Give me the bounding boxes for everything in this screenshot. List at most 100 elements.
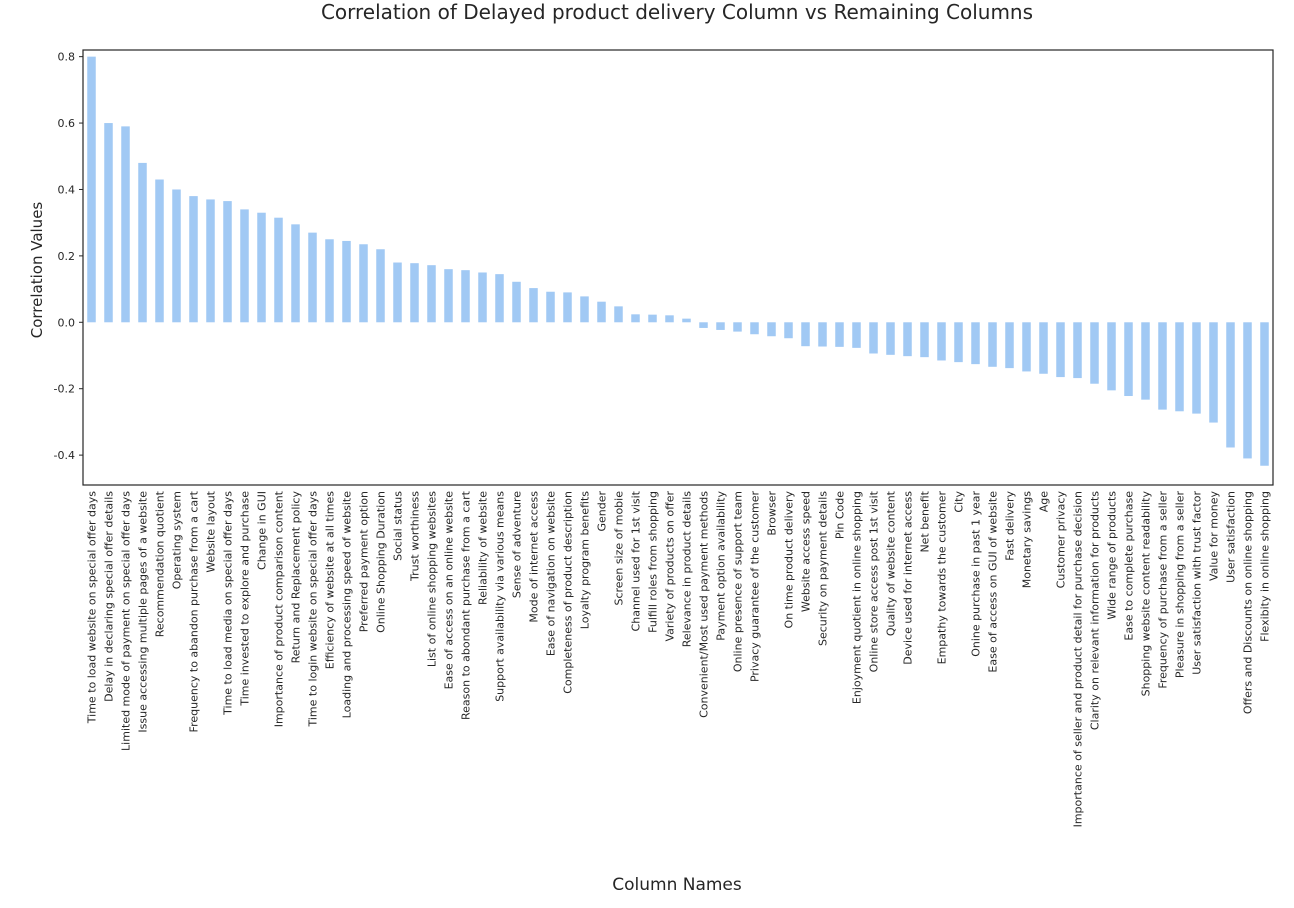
bar: [87, 56, 96, 323]
x-tick-label: Online presence of support team: [732, 491, 745, 672]
x-tick-label: Screen size of mobie: [613, 491, 626, 606]
bar: [444, 269, 453, 323]
chart-title: Correlation of Delayed product delivery …: [321, 0, 1033, 24]
x-tick-label: Variety of products on offer: [664, 491, 677, 642]
x-tick-label: Onine purchase in past 1 year: [970, 491, 983, 657]
x-tick-label: Ease to complete purchase: [1123, 491, 1136, 641]
x-tick-label: Recommendation quotient: [154, 490, 167, 637]
x-tick-label: Delay in declaring special offer details: [103, 491, 116, 702]
x-tick-label: Reason to abondant purchase from a cart: [460, 490, 473, 720]
bar: [376, 249, 385, 323]
x-tick-label: Offers and Discounts on online shopping: [1242, 491, 1255, 714]
bar: [393, 262, 402, 323]
bar: [563, 292, 572, 323]
bar: [478, 272, 487, 323]
bar: [1192, 322, 1201, 414]
bar: [988, 322, 997, 367]
x-tick-label: Return and Replacement policy: [290, 491, 303, 664]
bar: [801, 322, 810, 347]
bar: [257, 212, 266, 323]
y-tick-label: -0.2: [54, 383, 75, 396]
x-tick-label: Website layout: [205, 490, 218, 572]
x-tick-label: Browser: [766, 491, 779, 536]
x-tick-label: Fulfill roles from shopping: [647, 491, 660, 633]
x-tick-label: Time to load website on special offer da…: [86, 491, 99, 724]
x-tick-label: Age: [1038, 491, 1051, 513]
x-tick-label: Efficiency of website at all times: [324, 491, 337, 669]
x-tick-label: Importance of seller and product detail …: [1072, 491, 1085, 827]
y-ticks: -0.4 -0.2 0.0 0.2 0.4 0.6 0.8: [54, 51, 83, 462]
x-tick-label: Frequency to abandon purchase from a car…: [188, 490, 201, 732]
bar: [733, 322, 742, 332]
x-tick-label: Clarity on relevant information for prod…: [1089, 491, 1102, 730]
bar: [716, 322, 725, 330]
y-tick-label: 0.0: [58, 316, 76, 329]
x-tick-label: Loading and processing speed of website: [341, 491, 354, 719]
x-tick-label: Support availability via various means: [494, 491, 507, 702]
bar: [240, 209, 249, 323]
x-tick-label: Monetary savings: [1021, 491, 1034, 589]
x-tick-label: Website access speed: [800, 491, 813, 612]
x-tick-label: Device used for internet access: [902, 491, 915, 665]
bar: [461, 270, 470, 323]
x-tick-label: Fast delivery: [1004, 491, 1017, 561]
x-tick-label: Limited mode of payment on special offer…: [120, 491, 133, 751]
x-tick-label: Ease of navigation on website: [545, 491, 558, 656]
x-tick-label: Wide range of products: [1106, 491, 1119, 620]
x-tick-label: Sense of adventure: [511, 491, 524, 598]
x-tick-label: Net benefit: [919, 490, 932, 552]
x-tick-label: On time product delivery: [783, 491, 796, 629]
x-tick-label: Shopping website content readability: [1140, 491, 1153, 697]
x-tick-label: Enjoyment quotient in online shopping: [851, 491, 864, 704]
y-tick-label: 0.2: [58, 250, 76, 263]
bar: [1243, 322, 1252, 459]
bar: [206, 199, 215, 323]
bar: [920, 322, 929, 358]
bar: [1209, 322, 1218, 423]
bar: [410, 263, 419, 323]
x-tick-label: Frequency of purchase from a seller: [1157, 491, 1170, 689]
x-tick-label: Channel used for 1st visit: [630, 490, 643, 631]
bar: [1158, 322, 1167, 410]
bar: [1005, 322, 1014, 369]
bar: [903, 322, 912, 357]
x-tick-label: Time to login website on special offer d…: [307, 491, 320, 728]
bar: [121, 126, 130, 323]
bar: [818, 322, 827, 347]
bar: [614, 306, 623, 323]
bar: [1073, 322, 1082, 379]
bar: [937, 322, 946, 361]
x-tick-label: Completeness of product description: [562, 491, 575, 694]
x-tick-label: Mode of internet access: [528, 491, 541, 623]
x-tick-label: Value for money: [1208, 491, 1221, 582]
y-axis-label: Correlation Values: [28, 202, 46, 339]
x-tick-label: Loyalty program benefits: [579, 491, 592, 629]
bar: [886, 322, 895, 355]
bar: [512, 281, 521, 323]
bar: [325, 239, 334, 323]
x-tick-labels: Time to load website on special offer da…: [86, 490, 1272, 827]
bar: [597, 301, 606, 323]
x-tick-label: List of online shopping websites: [426, 491, 439, 667]
bar: [767, 322, 776, 337]
bar: [308, 232, 317, 323]
x-tick-label: Gender: [596, 491, 609, 532]
x-tick-label: Pin Code: [834, 491, 847, 539]
y-tick-label: -0.4: [54, 449, 75, 462]
x-tick-label: Ease of access on GUI of website: [987, 491, 1000, 673]
bar: [631, 314, 640, 323]
bar: [1090, 322, 1099, 384]
bar: [529, 288, 538, 323]
x-tick-label: Convenient/Most used payment methods: [698, 491, 711, 718]
x-tick-label: Privacy guarantee of the customer: [749, 491, 762, 683]
bar: [1022, 322, 1031, 372]
bar: [971, 322, 980, 365]
bar: [699, 322, 708, 328]
x-tick-label: Importance of product comparison content: [273, 490, 286, 727]
bar: [1260, 322, 1269, 466]
bar: [274, 217, 283, 323]
bar: [784, 322, 793, 339]
bar: [1175, 322, 1184, 412]
